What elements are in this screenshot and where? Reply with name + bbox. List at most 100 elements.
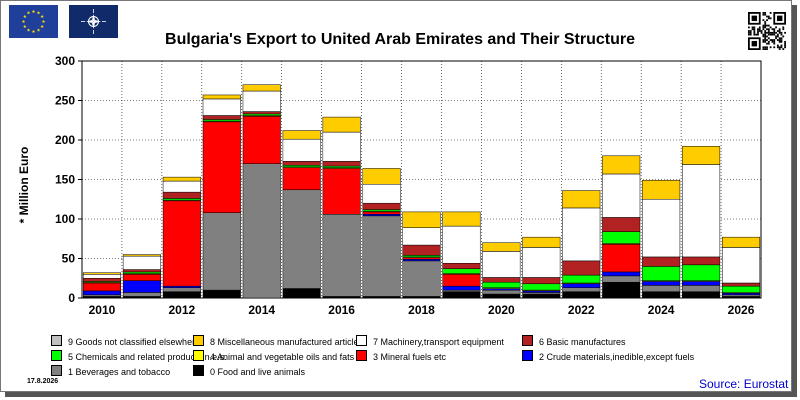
bar-segment — [562, 287, 601, 292]
legend-swatch — [522, 335, 533, 346]
bar-segment — [442, 225, 481, 264]
eu-star — [31, 29, 36, 33]
qr-cell — [764, 12, 767, 14]
qr-cell — [778, 31, 781, 34]
x-tick-label: 2020 — [488, 303, 515, 317]
bar-segment — [402, 227, 441, 246]
bar-segment — [162, 191, 201, 199]
qr-cell — [782, 28, 785, 31]
qr-cell — [764, 13, 767, 16]
bar-segment — [562, 260, 601, 276]
bar-segment — [562, 274, 601, 284]
qr-cell — [767, 28, 770, 31]
eu-star — [23, 24, 27, 28]
qr-cell — [749, 33, 752, 36]
qr-cell — [778, 48, 781, 50]
qr-finder — [751, 15, 758, 22]
qr-cell — [771, 28, 774, 31]
bar-segment — [682, 164, 721, 258]
qr-cell — [748, 33, 750, 36]
source-link[interactable]: Source: Eurostat — [699, 377, 789, 391]
bar-segment — [522, 283, 561, 291]
qr-cell — [755, 33, 758, 36]
qr-cell — [769, 17, 772, 20]
qr-cell — [784, 31, 786, 34]
qr-cell — [764, 22, 767, 25]
qr-cell — [778, 37, 781, 40]
bar-segment — [322, 214, 361, 297]
bar-segment — [522, 236, 561, 248]
qr-cell — [766, 46, 768, 49]
bar-segment — [642, 281, 681, 286]
qr-cell — [762, 33, 765, 36]
qr-cell — [775, 31, 777, 34]
qr-cell — [766, 15, 768, 18]
qr-cell — [771, 39, 774, 41]
bar-segment — [442, 211, 481, 227]
legend-label: 6 Basic manufactures — [539, 337, 626, 347]
bar-segment — [602, 275, 641, 283]
bar-segment — [482, 242, 521, 252]
qr-finder — [776, 15, 783, 22]
bar-segment — [282, 138, 321, 162]
qr-cell — [748, 26, 750, 29]
legend-label: 2 Crude materials,inedible,except fuels — [539, 352, 695, 362]
bar-segment — [442, 285, 481, 291]
qr-cell — [775, 37, 777, 40]
qr-cell — [769, 31, 772, 34]
qr-cell — [782, 26, 785, 29]
qr-cell — [780, 40, 783, 43]
qr-cell — [753, 28, 756, 31]
qr-cell — [766, 28, 768, 31]
bar-segment — [482, 281, 521, 288]
legend-swatch — [51, 335, 62, 346]
bar-segment — [162, 291, 201, 299]
bar-segment — [202, 98, 241, 116]
bar-segment — [602, 217, 641, 232]
bar-segment — [162, 180, 201, 193]
eu-star — [41, 19, 46, 23]
qr-cell — [780, 37, 783, 40]
bar-segment — [682, 264, 721, 281]
qr-cell — [753, 26, 756, 29]
bar-segment — [562, 291, 601, 299]
qr-cell — [773, 46, 776, 49]
y-tick-label: 50 — [62, 252, 76, 266]
qr-cell — [766, 48, 768, 50]
eu-star — [40, 14, 44, 18]
bar-segment — [482, 277, 521, 283]
legend-item: 9 Goods not classified elsewhere — [51, 335, 200, 347]
qr-cell — [776, 30, 779, 32]
bar-segment — [122, 269, 161, 273]
eu-star — [26, 11, 31, 15]
qr-cell — [780, 33, 783, 36]
legend-label: 4 Animal and vegetable oils and fats — [210, 352, 355, 362]
x-tick-label: 2018 — [408, 303, 435, 317]
qr-cell — [748, 30, 750, 32]
qr-cell — [776, 44, 779, 47]
bar-segment — [322, 168, 361, 215]
qr-cell — [764, 31, 767, 34]
qr-cell — [764, 48, 767, 50]
bar-segment — [242, 116, 281, 164]
bar-segment — [202, 115, 241, 120]
bar-segment — [682, 256, 721, 266]
qr-cell — [778, 46, 781, 49]
qr-cell — [773, 42, 776, 45]
bar-segment — [362, 183, 401, 204]
bar-segment — [202, 94, 241, 100]
bar-segment — [642, 180, 681, 200]
qr-cell — [749, 30, 752, 32]
qr-cell — [780, 31, 783, 34]
qr-cell — [780, 39, 783, 41]
qr-cell — [762, 48, 765, 50]
bar-segment — [202, 289, 241, 299]
qr-cell — [764, 26, 767, 29]
bar-segment — [562, 283, 601, 288]
qr-cell — [773, 30, 776, 32]
qr-cell — [762, 19, 765, 22]
bar-segment — [442, 268, 481, 274]
qr-cell — [778, 40, 781, 43]
qr-code-icon — [748, 12, 786, 50]
